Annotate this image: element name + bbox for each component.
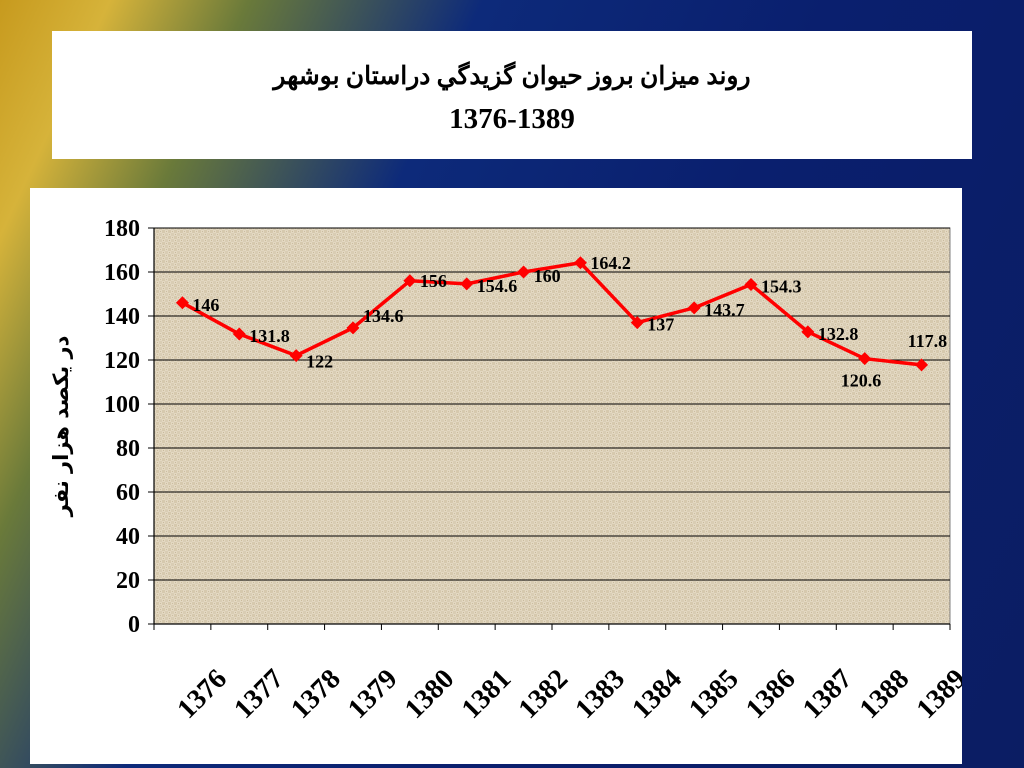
data-point-marker [460,277,474,291]
x-tick-label: 1388 [854,663,916,725]
x-tick-label: 1379 [342,663,404,725]
data-point-marker [630,316,644,330]
series-polyline [181,261,922,367]
y-tick-label: 140 [104,304,140,330]
data-label: 117.8 [908,331,948,351]
data-point-marker [744,278,758,292]
gridlines [154,227,950,581]
data-point-marker [346,321,360,335]
data-point-marker [289,349,303,363]
chart-panel: 0 20 40 60 80 100 120 140 160 180 1376 1377 1378 137… [30,188,962,764]
title-box: روند ميزان بروز حيوان گزيدگي دراستان بوش… [52,31,972,159]
y-tick-label: 60 [116,480,140,506]
data-point-marker [232,327,246,341]
y-axis-label: در يکصد هزار نفر [49,335,73,517]
y-tick-label: 120 [104,348,140,374]
data-label: 160 [534,266,561,286]
x-tick-label: 1377 [228,663,290,725]
x-tick-label: 1382 [513,663,575,725]
x-tick-label: 1385 [683,663,745,725]
x-tick-label: 1387 [797,663,859,725]
y-tick-label: 160 [104,260,140,286]
data-point-marker [801,325,815,339]
data-point-marker [858,352,872,366]
x-tick-label: 1380 [399,663,461,725]
data-labels: 146 131.8 122 134.6 156 154.6 160 164.2 137 143.7… [192,253,947,391]
data-point-marker [573,256,587,270]
x-tick-label: 1383 [569,663,631,725]
data-label: 132.8 [818,324,859,344]
y-tick-label: 0 [128,612,140,638]
y-tick-label: 40 [116,524,140,550]
data-point-marker [517,265,531,279]
x-tick-label: 1381 [456,663,518,725]
axes [148,227,951,630]
y-tick-label: 100 [104,392,140,418]
data-point-marker [687,301,701,315]
chart-subtitle-years: 1376-1389 [449,103,575,135]
data-label: 156 [420,271,447,291]
plot-area [153,227,951,625]
x-tick-label: 1389 [911,663,962,725]
data-point-marker [915,358,929,372]
data-markers [175,256,929,372]
y-tick-labels: 0 20 40 60 80 100 120 140 160 180 [104,216,140,638]
data-label: 154.6 [477,276,518,296]
data-point-marker [175,296,189,310]
chart-title: روند ميزان بروز حيوان گزيدگي دراستان بوش… [273,63,751,90]
data-label: 131.8 [249,326,289,346]
x-tick-label: 1378 [285,663,347,725]
data-label: 154.3 [761,277,802,297]
y-tick-label: 20 [116,568,140,594]
data-label: 134.6 [363,306,404,326]
data-label: 164.2 [590,253,631,273]
data-label: 143.7 [704,300,745,320]
data-label: 120.6 [841,371,882,391]
data-point-marker [403,274,417,288]
data-label: 137 [647,315,674,335]
data-label: 122 [306,352,333,372]
y-tick-label: 80 [116,436,140,462]
series-line [181,261,922,367]
x-tick-label: 1386 [740,663,802,725]
x-tick-label: 1376 [171,663,233,725]
data-label: 146 [192,295,219,315]
x-tick-label: 1384 [626,663,688,725]
y-tick-label: 180 [104,216,140,242]
x-tick-labels: 1376137713781379138013811382138313841385… [171,663,962,725]
